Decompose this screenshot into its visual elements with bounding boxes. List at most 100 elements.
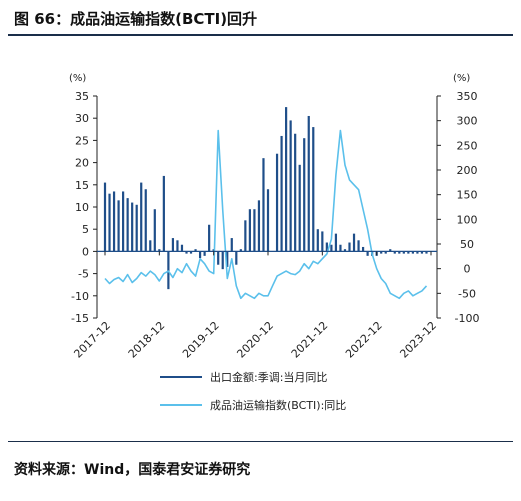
bar — [275, 153, 279, 252]
bar — [221, 251, 224, 270]
footer-rule — [8, 441, 513, 442]
bar — [303, 138, 306, 252]
header-rule — [8, 34, 513, 36]
x-tick-label: 2019-12 — [180, 319, 222, 361]
left-tick-label: -10 — [71, 290, 89, 303]
bar — [180, 244, 184, 252]
bar — [334, 233, 338, 252]
left-axis: (%) 35 30 25 20 15 10 5 0 -5 -10 -15 — [69, 73, 98, 325]
bar — [126, 198, 129, 252]
bar — [198, 251, 202, 259]
bar — [402, 251, 405, 254]
bar — [135, 204, 138, 252]
bar — [239, 249, 242, 252]
bar — [208, 224, 211, 252]
legend-label-bcti: 成品油运输指数(BCTI):同比 — [210, 398, 346, 412]
x-tick-label: 2021-12 — [289, 319, 331, 361]
bar — [266, 189, 270, 252]
bar — [131, 202, 134, 252]
left-tick-label: -5 — [78, 268, 89, 281]
bar — [393, 251, 396, 254]
bar-series — [103, 107, 428, 290]
bar — [352, 233, 356, 252]
bar — [226, 251, 229, 267]
bar — [203, 251, 206, 256]
bar — [384, 251, 387, 254]
bar — [257, 200, 261, 252]
right-tick-label: 350 — [457, 90, 478, 103]
line-series — [104, 129, 428, 300]
right-tick-label: -100 — [455, 312, 480, 325]
x-axis: 2017-12 2018-12 2019-12 2020-12 2021-12 2022-… — [71, 250, 439, 361]
bar — [357, 240, 360, 252]
bar — [144, 189, 147, 252]
bar — [112, 191, 116, 252]
legend-label-export: 出口金额:季调:当月同比 — [210, 370, 327, 384]
left-tick-label: 10 — [75, 201, 89, 214]
bar — [230, 238, 233, 252]
bar — [420, 251, 424, 254]
bar — [108, 193, 111, 252]
x-tick-label: 2020-12 — [234, 319, 276, 361]
x-tick-label: 2022-12 — [343, 319, 385, 361]
bar — [325, 242, 328, 252]
bar — [248, 209, 251, 252]
bar — [285, 107, 288, 252]
bar — [244, 220, 247, 252]
right-tick-label: 0 — [464, 263, 471, 276]
bar — [407, 251, 410, 254]
bar — [117, 200, 120, 252]
bar — [321, 231, 324, 252]
right-tick-label: 300 — [457, 115, 478, 128]
figure-title: 图 66：成品油运输指数(BCTI)回升 — [14, 10, 258, 28]
bar — [122, 191, 125, 252]
bcti-line — [104, 129, 428, 300]
figure-header: 图 66：成品油运输指数(BCTI)回升 — [8, 6, 513, 34]
source-note: 资料来源：Wind，国泰君安证券研究 — [14, 462, 251, 478]
left-tick-label: 20 — [75, 157, 89, 170]
bar — [339, 244, 342, 252]
right-tick-label: 200 — [457, 164, 478, 177]
bar — [103, 182, 107, 252]
bar — [167, 251, 170, 290]
right-axis-unit: (%) — [453, 73, 470, 84]
left-tick-label: 25 — [75, 134, 89, 147]
bar — [289, 120, 292, 252]
bar — [185, 251, 188, 254]
left-tick-label: 0 — [82, 245, 89, 258]
bar — [298, 164, 301, 252]
bar — [235, 251, 238, 265]
bar — [343, 249, 347, 252]
right-tick-label: 100 — [457, 213, 478, 226]
left-tick-label: -15 — [71, 312, 89, 325]
bar — [416, 251, 419, 254]
bar — [189, 251, 193, 254]
bar — [158, 249, 161, 252]
left-tick-label: 15 — [75, 179, 89, 192]
bar — [280, 135, 283, 252]
left-axis-unit: (%) — [69, 73, 86, 84]
bar — [366, 251, 369, 256]
bar — [171, 238, 175, 252]
bar — [361, 246, 365, 252]
left-tick-label: 35 — [75, 90, 89, 103]
left-tick-label: 5 — [82, 223, 89, 236]
right-tick-label: 150 — [457, 189, 478, 202]
bar — [389, 249, 392, 252]
bar — [194, 249, 197, 252]
right-tick-label: 250 — [457, 139, 478, 152]
bar — [316, 229, 319, 252]
bar — [176, 240, 179, 252]
bar — [140, 182, 143, 252]
bar — [411, 251, 414, 254]
x-tick-label: 2018-12 — [126, 319, 168, 361]
bar — [348, 242, 351, 252]
x-tick-label: 2023-12 — [397, 319, 439, 361]
right-tick-label: -50 — [458, 287, 476, 300]
left-tick-label: 30 — [75, 112, 89, 125]
right-tick-label: 50 — [460, 238, 474, 251]
bar — [307, 115, 310, 252]
right-axis: (%) 350 300 250 200 150 100 50 0 -50 -100 — [436, 73, 480, 325]
